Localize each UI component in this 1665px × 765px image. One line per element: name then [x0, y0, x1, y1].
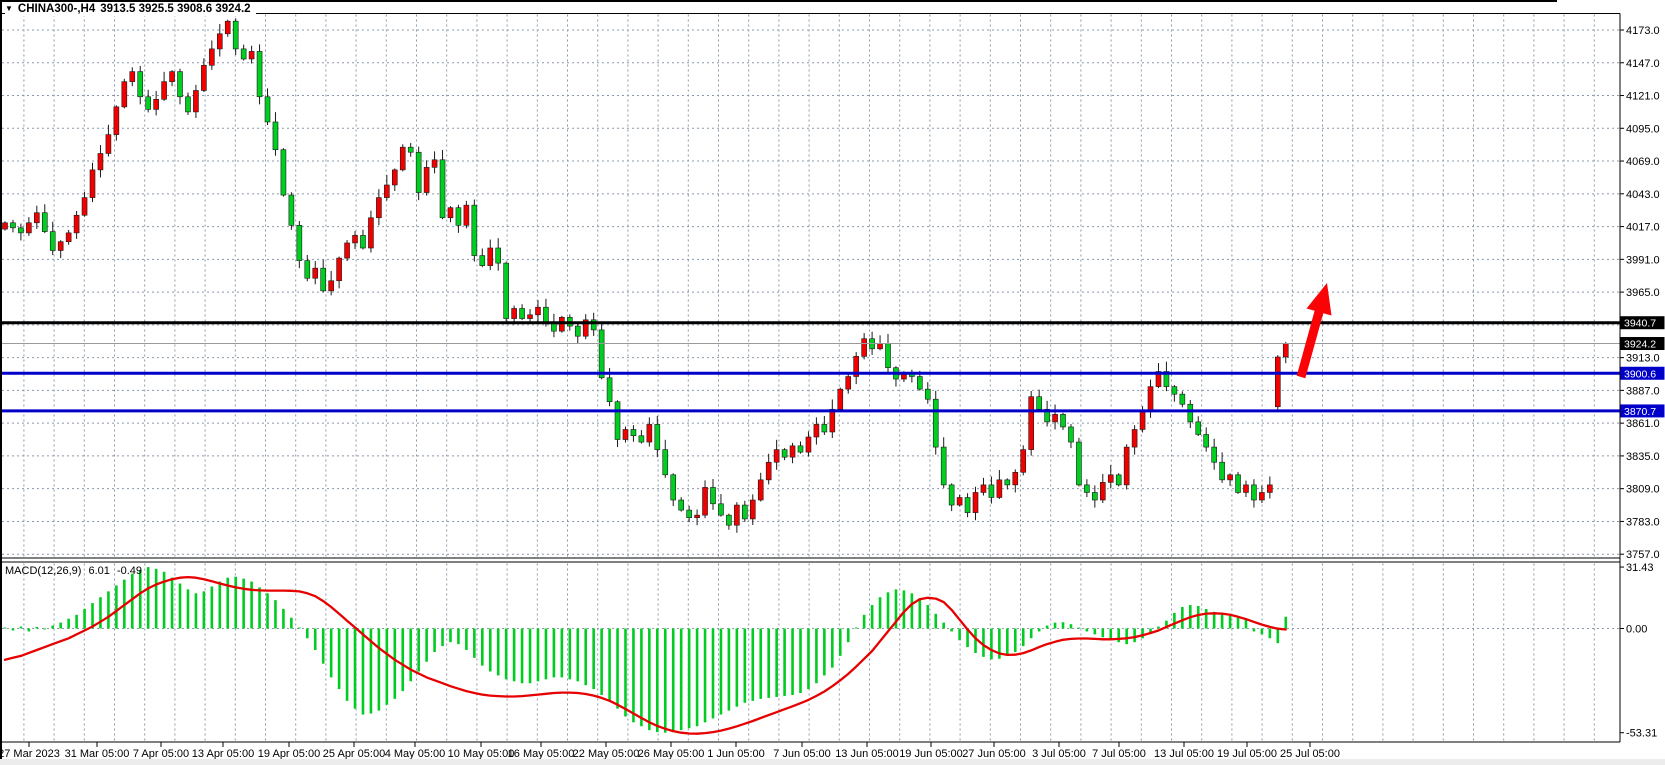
svg-text:7 Jun 05:00: 7 Jun 05:00: [773, 748, 831, 760]
macd-histogram: [3, 567, 1288, 733]
price-axis[interactable]: 4173.0 4147.0 4121.0 4095.0 4069.0 4043.0 4017…: [1620, 25, 1660, 561]
macd-indicator-label: MACD(12,26,9) 6.01 -0.49: [5, 565, 146, 577]
svg-text:4173.0: 4173.0: [1626, 25, 1660, 37]
svg-text:3757.0: 3757.0: [1626, 549, 1660, 561]
current-price-badge: 3924.2: [1620, 337, 1665, 351]
macd-signal-value: -0.49: [116, 565, 143, 577]
svg-text:31 Mar 05:00: 31 Mar 05:00: [65, 748, 130, 760]
svg-text:4043.0: 4043.0: [1626, 189, 1660, 201]
macd-main-value: 6.01: [88, 565, 110, 577]
window-top-edge: [0, 0, 1557, 2]
svg-text:4 May 05:00: 4 May 05:00: [385, 748, 446, 760]
svg-text:13 Apr 05:00: 13 Apr 05:00: [192, 748, 254, 760]
candlesticks[interactable]: [2, 18, 1289, 533]
svg-text:-53.31: -53.31: [1626, 728, 1657, 740]
svg-text:4121.0: 4121.0: [1626, 91, 1660, 103]
svg-text:25 Apr 05:00: 25 Apr 05:00: [323, 748, 385, 760]
svg-text:7 Apr 05:00: 7 Apr 05:00: [133, 748, 189, 760]
macd-signal-line: [3, 575, 1287, 735]
price-badge-3870: 3870.7: [1620, 404, 1665, 418]
svg-text:1 Jun 05:00: 1 Jun 05:00: [707, 748, 765, 760]
svg-text:3924.2: 3924.2: [1624, 339, 1656, 351]
svg-text:22 May 05:00: 22 May 05:00: [573, 748, 640, 760]
svg-text:16 May 05:00: 16 May 05:00: [508, 748, 575, 760]
svg-text:0.00: 0.00: [1626, 624, 1647, 636]
svg-text:26 May 05:00: 26 May 05:00: [638, 748, 705, 760]
price-badge-3900: 3900.6: [1620, 366, 1665, 380]
grid-lines: [2, 14, 1620, 742]
svg-text:3991.0: 3991.0: [1626, 254, 1660, 266]
panel-borders: [2, 13, 1621, 743]
macd-name: MACD(12,26,9): [5, 565, 82, 577]
svg-text:13 Jul 05:00: 13 Jul 05:00: [1154, 748, 1214, 760]
svg-text:3940.7: 3940.7: [1624, 318, 1656, 330]
svg-text:4147.0: 4147.0: [1626, 58, 1660, 70]
symbol-name: CHINA300-,H4: [17, 3, 96, 15]
symbol-title: ▼ CHINA300-,H4 3913.5 3925.5 3908.6 3924…: [5, 3, 256, 16]
svg-text:10 May 05:00: 10 May 05:00: [448, 748, 515, 760]
svg-text:27 Mar 2023: 27 Mar 2023: [0, 748, 60, 760]
ohlc-values: 3913.5 3925.5 3908.6 3924.2: [100, 3, 251, 15]
svg-text:3900.6: 3900.6: [1624, 368, 1656, 380]
svg-text:4069.0: 4069.0: [1626, 156, 1660, 168]
macd-axis[interactable]: 31.43 0.00 -53.31: [1620, 562, 1657, 740]
svg-text:19 Jun 05:00: 19 Jun 05:00: [899, 748, 963, 760]
svg-text:27 Jun 05:00: 27 Jun 05:00: [962, 748, 1026, 760]
svg-text:31.43: 31.43: [1626, 562, 1654, 574]
svg-text:3809.0: 3809.0: [1626, 484, 1660, 496]
svg-text:4095.0: 4095.0: [1626, 123, 1660, 135]
svg-text:3887.0: 3887.0: [1626, 385, 1660, 397]
svg-text:3835.0: 3835.0: [1626, 451, 1660, 463]
svg-text:19 Apr 05:00: 19 Apr 05:00: [258, 748, 320, 760]
time-axis[interactable]: 27 Mar 2023 31 Mar 05:00 7 Apr 05:00 13 Apr…: [0, 742, 1340, 760]
window-bottom-edge: [0, 759, 1665, 765]
svg-text:3 Jul 05:00: 3 Jul 05:00: [1032, 748, 1086, 760]
svg-text:3913.0: 3913.0: [1626, 353, 1660, 365]
trend-arrow-up[interactable]: [1296, 283, 1332, 379]
svg-text:4017.0: 4017.0: [1626, 222, 1660, 234]
symbol-dropdown-icon[interactable]: ▼: [5, 4, 13, 13]
svg-text:3870.7: 3870.7: [1624, 406, 1656, 418]
svg-text:7 Jul 05:00: 7 Jul 05:00: [1092, 748, 1146, 760]
window-left-edge: [0, 0, 2, 759]
svg-text:19 Jul 05:00: 19 Jul 05:00: [1217, 748, 1277, 760]
svg-text:25 Jul 05:00: 25 Jul 05:00: [1280, 748, 1340, 760]
svg-text:3965.0: 3965.0: [1626, 287, 1660, 299]
svg-text:13 Jun 05:00: 13 Jun 05:00: [835, 748, 899, 760]
price-badge-3940: 3940.7: [1620, 316, 1665, 330]
svg-text:3861.0: 3861.0: [1626, 418, 1660, 430]
svg-text:3783.0: 3783.0: [1626, 516, 1660, 528]
